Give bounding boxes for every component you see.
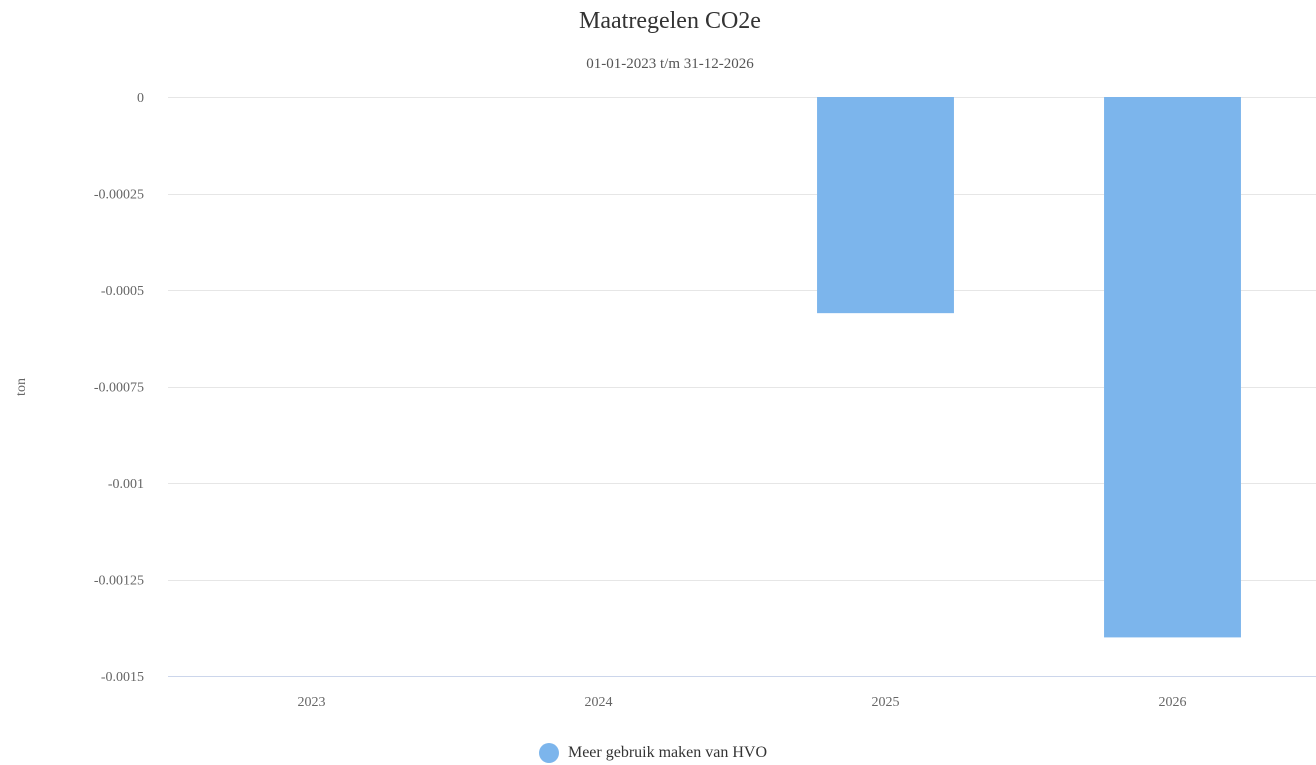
y-axis-tick-labels: 0 -0.00025 -0.0005 -0.00075 -0.001 -0.00125 -0… (94, 91, 144, 685)
x-tick-label: 2024 (585, 695, 613, 710)
bar-2025[interactable] (817, 97, 954, 313)
legend-item-hvo[interactable]: Meer gebruik maken van HVO (539, 743, 767, 763)
y-tick-label: -0.00025 (94, 188, 144, 203)
y-tick-label: 0 (137, 91, 144, 106)
bar-series (817, 97, 1241, 637)
y-tick-label: -0.001 (108, 477, 144, 492)
x-axis-tick-labels: 2023 2024 2025 2026 (298, 695, 1187, 710)
y-tick-label: -0.0005 (101, 284, 144, 299)
y-axis-title: ton (14, 378, 29, 396)
x-tick-label: 2026 (1159, 695, 1187, 710)
y-tick-label: -0.00125 (94, 574, 144, 589)
y-tick-label: -0.00075 (94, 381, 144, 396)
legend-label: Meer gebruik maken van HVO (568, 744, 767, 762)
bar-2026[interactable] (1104, 97, 1241, 637)
y-tick-label: -0.0015 (101, 670, 144, 685)
legend-marker (539, 743, 559, 763)
x-tick-label: 2025 (872, 695, 900, 710)
x-tick-label: 2023 (298, 695, 326, 710)
legend: Meer gebruik maken van HVO (0, 743, 1306, 763)
